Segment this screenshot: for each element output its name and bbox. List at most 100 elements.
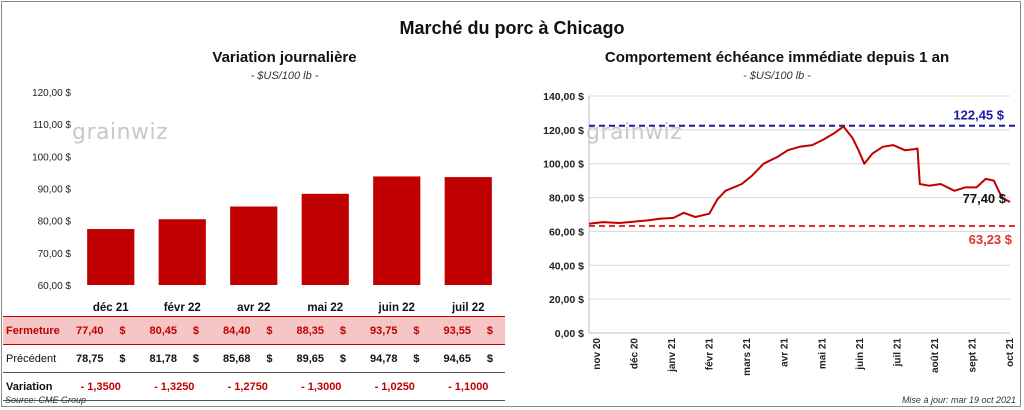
table-row: Fermeture 77,40 $80,45 $84,40 $88,35 $ 93,75 $9… [3,316,505,345]
table-cell: 93,55 $ [431,316,505,345]
bar [230,206,278,285]
table-cell: 78,75 $ [64,345,138,373]
cell-value: 78,75 [75,352,104,365]
line-ytick-label: 0,00 $ [555,328,584,340]
cell-unit: $ [119,324,126,337]
cell-unit: $ [339,352,347,365]
cell-unit: $ [339,324,347,337]
row-label: Précédent [6,352,57,365]
bar-ytick-label: 110,00 $ [33,120,72,131]
bar-xtick-label: avr 22 [237,302,270,314]
bar-ytick-label: 90,00 $ [38,185,72,196]
cell-unit: $ [266,324,273,337]
line-ytick-label: 20,00 $ [549,294,584,306]
bar-xtick-label: juil 22 [451,302,485,314]
cell-unit: $ [486,324,494,337]
bar-chart: 60,00 $ 70,00 $ 80,00 $ 90,00 $ 100,00 $ 110,… [32,88,492,314]
line-xtick-label: janv 21 [667,338,678,373]
table-cell: - 1,3500 [64,372,138,401]
row-label: Variation [3,372,64,401]
cell-value: 93,55 [443,324,472,337]
line-ytick-label: 60,00 $ [549,226,584,238]
cell-value: 85,68 [222,352,251,365]
line-xtick-label: juin 21 [855,338,866,371]
cell-value: - 1,0250 [374,380,415,393]
cell-value: 81,78 [149,352,178,365]
bar-xtick-label: juin 22 [378,302,415,314]
last-value-label: 77,40 $ [963,191,1007,206]
line-xtick-label: sept 21 [967,338,978,373]
bar-ytick-label: 70,00 $ [38,249,72,260]
table-row: Précédent 78,75 $81,78 $85,68 $89,65 $ 94,78 $9… [3,345,505,373]
right-panel-subtitle: - $US/100 lb - [743,70,811,82]
line-ytick-label: 40,00 $ [549,260,584,272]
main-title: Marché du porc à Chicago [399,18,625,38]
logo-text: grainwiz [72,120,169,145]
cell-value: - 1,1000 [448,380,489,393]
cell-value: - 1,3000 [301,380,342,393]
cell-unit: $ [266,352,273,365]
cell-unit: $ [413,352,420,365]
bar-xtick-label: déc 21 [93,302,129,314]
line-xtick-label: août 21 [930,338,941,373]
table-cell: 93,75 $ [358,316,432,345]
cell-value: 93,75 [369,324,398,337]
left-panel-title: Variation journalière [212,49,357,66]
table-cell: 88,35 $ [284,316,358,345]
cell-value: - 1,3500 [80,380,121,393]
low-label: 63,23 $ [969,232,1013,247]
cell-unit: $ [413,324,420,337]
data-table: Fermeture 77,40 $80,45 $84,40 $88,35 $ 93,75 $9… [3,316,505,401]
cell-value: 77,40 [75,324,104,337]
cell-unit: $ [486,352,494,365]
cell-unit: $ [119,352,126,365]
cell-value: - 1,2750 [227,380,268,393]
bar-ytick-label: 120,00 $ [32,88,71,99]
logo-text-right: grainwiz [586,120,683,145]
bar [373,176,421,285]
bar [87,229,135,285]
line-xtick-label: nov 20 [592,338,603,370]
line-xtick-label: juil 21 [892,338,903,368]
line-xtick-label: déc 20 [630,338,641,370]
cell-unit: $ [192,324,200,337]
table-cell: 77,40 $ [64,316,138,345]
cell-value: 94,78 [369,352,398,365]
bar [444,177,492,285]
table-cell: 81,78 $ [138,345,212,373]
table-cell: 84,40 $ [211,316,285,345]
table-cell: 85,68 $ [211,345,285,373]
table-cell: 80,45 $ [137,316,211,345]
grainwiz-logo: grainwiz [72,120,168,145]
table-cell: 94,78 $ [358,345,432,373]
table-cell: 89,65 $ [285,345,359,373]
bar-xtick-label: mai 22 [307,302,343,314]
cell-unit: $ [192,352,200,365]
line-ytick-label: 140,00 $ [543,91,584,103]
line-xtick-label: mai 21 [817,338,828,370]
table-cell: - 1,0250 [358,372,432,401]
line-ytick-label: 120,00 $ [543,125,584,137]
update-note: Mise à jour: mar 19 oct 2021 [901,395,1016,405]
cell-value: 84,40 [222,324,251,337]
left-panel-subtitle: - $US/100 lb - [250,70,319,82]
high-label: 122,45 $ [953,108,1004,123]
line-xtick-label: avr 21 [780,338,791,367]
bar-ytick-label: 100,00 $ [32,152,71,163]
bar [158,219,206,285]
right-panel-title: Comportement échéance immédiate depuis 1… [604,49,950,66]
line-xtick-label: oct 21 [1005,338,1016,367]
bar-ytick-label: 80,00 $ [38,217,72,228]
table-cell: - 1,3250 [137,372,211,401]
cell-value: 80,45 [149,324,178,337]
row-label: Fermeture [3,316,64,345]
bar-ytick-label: 60,00 $ [38,281,72,292]
bar [301,193,349,285]
line-ytick-label: 80,00 $ [549,193,584,205]
line-ytick-label: 100,00 $ [543,159,584,171]
cell-value: - 1,3250 [154,380,195,393]
table-row: Variation - 1,3500 - 1,3250 - 1,2750 - 1,300… [3,372,505,401]
table-cell: 94,65 $ [432,345,506,373]
